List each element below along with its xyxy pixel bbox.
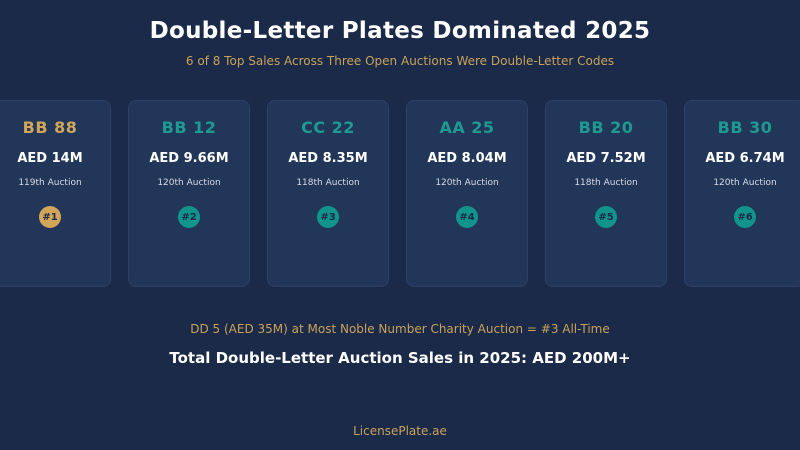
plate-code: CC 22 xyxy=(301,118,355,137)
auction-name: 120th Auction xyxy=(713,178,777,188)
plate-code: AA 25 xyxy=(439,118,495,137)
sale-price: AED 8.35M xyxy=(288,151,368,166)
plate-card: BB 88 AED 14M 119th Auction #1 xyxy=(0,100,111,287)
rank-badge: #1 xyxy=(39,206,61,228)
auction-name: 118th Auction xyxy=(574,178,638,188)
plate-card: BB 30 AED 6.74M 120th Auction #6 xyxy=(684,100,800,287)
plate-code: BB 88 xyxy=(22,118,78,137)
highlight-note: DD 5 (AED 35M) at Most Noble Number Char… xyxy=(190,322,610,336)
plate-code: BB 12 xyxy=(161,118,217,137)
sale-price: AED 8.04M xyxy=(427,151,507,166)
plate-card-list: BB 88 AED 14M 119th Auction #1 BB 12 AED… xyxy=(0,100,800,287)
auction-name: 120th Auction xyxy=(435,178,499,188)
plate-code: BB 30 xyxy=(717,118,773,137)
total-summary: Total Double-Letter Auction Sales in 202… xyxy=(169,349,631,367)
sale-price: AED 7.52M xyxy=(566,151,646,166)
page-subtitle: 6 of 8 Top Sales Across Three Open Aucti… xyxy=(185,54,615,68)
plate-card: AA 25 AED 8.04M 120th Auction #4 xyxy=(406,100,528,287)
rank-badge: #4 xyxy=(456,206,478,228)
plate-card: BB 12 AED 9.66M 120th Auction #2 xyxy=(128,100,250,287)
rank-badge: #6 xyxy=(734,206,756,228)
sale-price: AED 9.66M xyxy=(149,151,229,166)
auction-name: 119th Auction xyxy=(18,178,82,188)
footer-source: LicensePlate.ae xyxy=(353,424,447,438)
rank-badge: #3 xyxy=(317,206,339,228)
rank-badge: #5 xyxy=(595,206,617,228)
plate-code: BB 20 xyxy=(578,118,634,137)
plate-card: CC 22 AED 8.35M 118th Auction #3 xyxy=(267,100,389,287)
rank-badge: #2 xyxy=(178,206,200,228)
auction-name: 118th Auction xyxy=(296,178,360,188)
sale-price: AED 14M xyxy=(17,151,83,166)
plate-card: BB 20 AED 7.52M 118th Auction #5 xyxy=(545,100,667,287)
auction-name: 120th Auction xyxy=(157,178,221,188)
sale-price: AED 6.74M xyxy=(705,151,785,166)
page-title: Double-Letter Plates Dominated 2025 xyxy=(149,18,651,44)
